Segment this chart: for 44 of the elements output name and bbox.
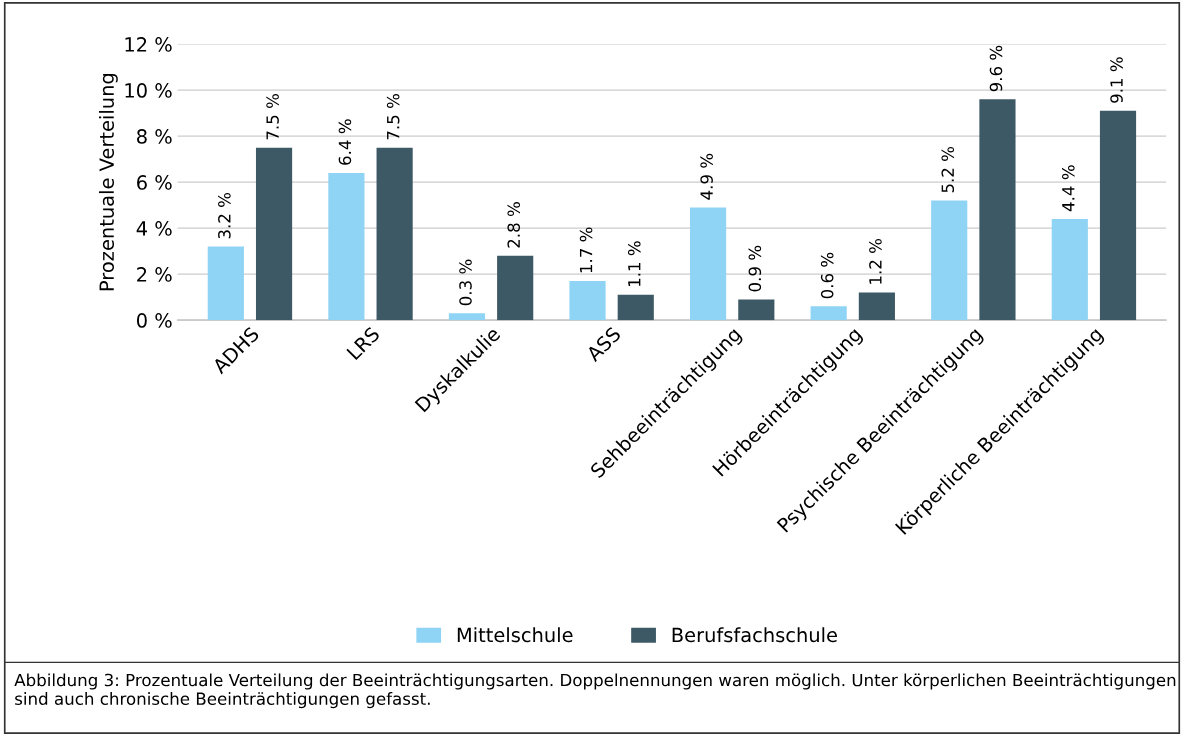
data-label: 0.3 % xyxy=(459,259,472,306)
bar xyxy=(255,147,293,321)
data-label: 9.1 % xyxy=(1110,57,1123,103)
data-label: 4.4 % xyxy=(1062,165,1075,212)
text: Abbildung 3: Prozentuale Verteilung der Beeinträchtigungsarten. Doppelnennungen waren möglich. Unter körperlichen Beeinträchtigungen sind auch chronische Beeinträchtigungen gefasst. xyxy=(14,673,1176,709)
data-label: 3.2 % xyxy=(218,192,231,239)
data-label: 1.2 % xyxy=(869,238,882,284)
bar xyxy=(569,281,606,321)
bar xyxy=(328,172,365,321)
bar xyxy=(858,292,895,321)
bar xyxy=(1099,110,1137,321)
bar xyxy=(979,99,1016,321)
data-label: 4.9 % xyxy=(700,153,713,200)
bar xyxy=(1051,218,1088,321)
data-label: 6.4 % xyxy=(338,119,352,165)
x-tick-label: LRS xyxy=(346,326,381,361)
y-tick-label: 0 % xyxy=(136,313,172,328)
data-label: 7.5 % xyxy=(386,94,400,140)
bar xyxy=(207,246,244,321)
y-tick-label: 10 % xyxy=(125,83,172,98)
bar xyxy=(931,200,968,321)
bar xyxy=(617,294,654,321)
data-label: 1.1 % xyxy=(627,241,641,287)
legend-label: Berufsfachschule xyxy=(672,627,837,643)
bar xyxy=(690,207,727,321)
data-label: 9.6 % xyxy=(989,45,1003,92)
bar xyxy=(448,313,486,321)
legend-label: Mittelschule xyxy=(457,627,573,643)
y-tick-label: 12 % xyxy=(125,37,172,52)
y-axis-title: Prozentuale Verteilung xyxy=(98,73,118,291)
bar xyxy=(497,255,534,321)
bar xyxy=(810,306,847,321)
data-label: 0.9 % xyxy=(748,245,762,292)
data-label: 0.6 % xyxy=(820,252,834,299)
y-tick-label: 8 % xyxy=(137,129,172,144)
bar xyxy=(376,147,413,321)
data-label: 5.2 % xyxy=(941,146,955,193)
bar xyxy=(738,299,775,321)
y-tick-label: 2 % xyxy=(137,267,172,282)
data-label: 1.7 % xyxy=(579,227,593,273)
data-label: 2.8 % xyxy=(507,202,521,248)
data-label: 7.5 % xyxy=(266,94,279,140)
y-tick-label: 6 % xyxy=(137,175,172,190)
y-tick-label: 4 % xyxy=(136,221,172,236)
